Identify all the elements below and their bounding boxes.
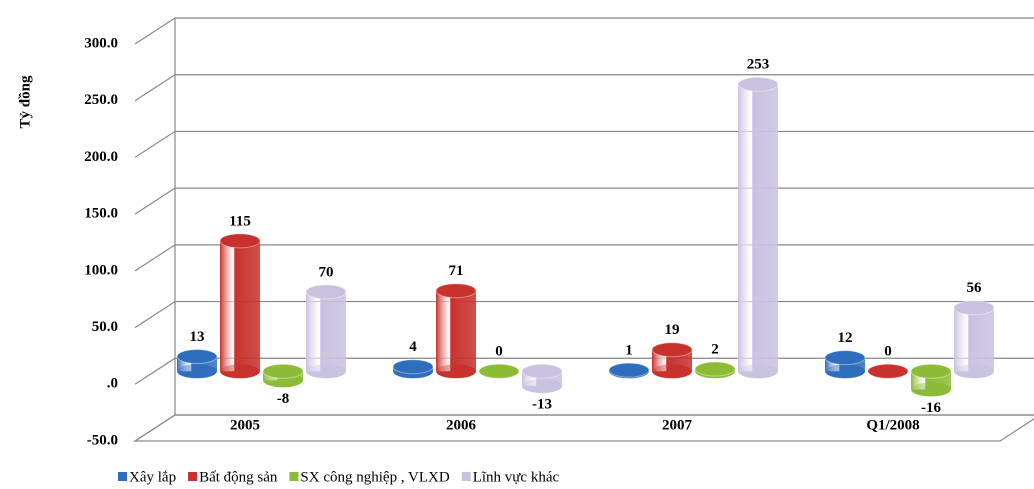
y-tick-label: 250.0 (84, 92, 118, 108)
grid-line (134, 17, 1034, 45)
x-tick-label: 2007 (662, 417, 693, 433)
legend-label: Xây lắp (129, 469, 176, 485)
legend-label: SX công nghiệp , VLXD (300, 469, 449, 485)
data-label: 56 (967, 280, 983, 296)
legend-label: Bất động sản (199, 469, 278, 485)
y-axis-title: Tỷ đồng (17, 75, 33, 128)
grid-line (134, 74, 1034, 102)
data-label: 0 (495, 344, 503, 360)
y-tick-label: 150.0 (84, 206, 118, 222)
bar (176, 349, 218, 379)
bar (737, 76, 779, 379)
legend-swatch (118, 472, 127, 481)
data-label: -16 (921, 400, 941, 416)
bar (824, 350, 866, 379)
data-label: 70 (319, 264, 334, 280)
bar (262, 363, 304, 388)
y-tick-label: -50.0 (87, 432, 118, 448)
y-tick-label: .0 (107, 376, 118, 392)
bar (867, 363, 909, 379)
data-label: 13 (190, 329, 205, 345)
data-label: 115 (229, 213, 251, 229)
y-tick-label: 200.0 (84, 149, 118, 165)
legend-swatch (289, 472, 299, 481)
y-tick-label: 300.0 (84, 35, 118, 51)
legend-swatch (188, 472, 198, 481)
bar (305, 284, 347, 379)
x-tick-label: 2006 (446, 417, 477, 433)
y-tick-label: 50.0 (92, 319, 118, 335)
bar (694, 361, 736, 379)
data-label: 1 (625, 343, 633, 359)
bar (392, 359, 434, 379)
data-label: 2 (711, 341, 719, 357)
data-label: 4 (409, 339, 417, 355)
bar (953, 300, 995, 379)
grid-line (134, 300, 1034, 329)
data-label: 19 (665, 322, 680, 338)
bar (478, 363, 520, 379)
data-label: 71 (449, 263, 464, 279)
grid-line (134, 130, 1034, 158)
bar (651, 342, 693, 379)
grid-line (134, 244, 1034, 272)
bar (521, 363, 563, 394)
data-label: 253 (747, 57, 770, 73)
grid-line (134, 187, 1034, 215)
bar (219, 233, 261, 379)
bar (435, 283, 477, 379)
y-tick-label: 100.0 (84, 262, 118, 278)
data-label: 0 (884, 344, 892, 360)
data-label: -8 (277, 391, 290, 407)
bar (608, 362, 650, 379)
x-tick-label: Q1/2008 (866, 417, 919, 433)
data-label: -13 (532, 396, 552, 412)
x-tick-label: 2005 (230, 417, 260, 433)
legend-swatch (461, 472, 471, 481)
legend-label: Lĩnh vực khác (473, 469, 560, 485)
data-label: 12 (838, 330, 853, 346)
bar (910, 363, 952, 397)
